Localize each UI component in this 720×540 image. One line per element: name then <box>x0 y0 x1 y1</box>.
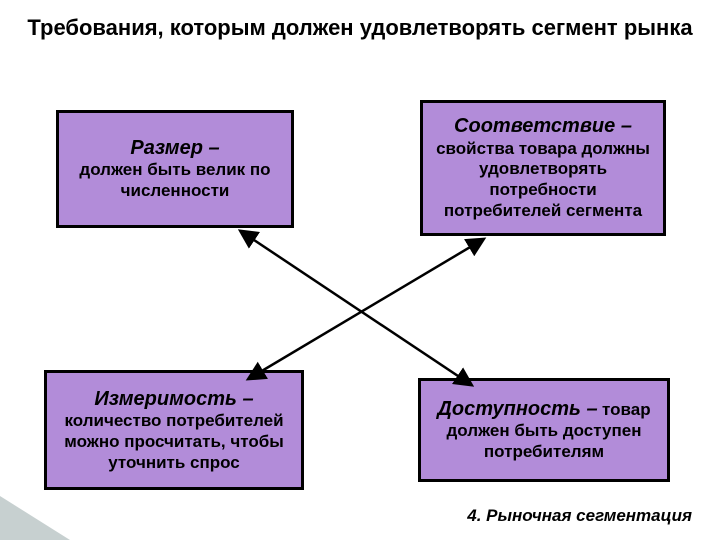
box-access: Доступность – товар должен быть доступен… <box>418 378 670 482</box>
box-access-heading: Доступность – <box>437 398 597 420</box>
box-measurability-heading: Измеримость – <box>94 387 253 411</box>
box-size: Размер – должен быть велик по численност… <box>56 110 294 228</box>
box-fit: Соответствие – свойства товара должны уд… <box>420 100 666 236</box>
box-fit-text: Соответствие – свойства товара должны уд… <box>431 114 655 221</box>
arrow-fit-measurability <box>250 240 482 378</box>
arrow-size-access <box>242 232 470 384</box>
box-size-heading: Размер – <box>130 136 219 160</box>
slide-footer: 4. Рыночная сегментация <box>467 506 692 526</box>
box-fit-body: свойства товара должны удовлетворять пот… <box>436 139 650 220</box>
box-access-text: Доступность – товар должен быть доступен… <box>429 397 659 463</box>
box-size-body: должен быть велик по численности <box>67 160 283 201</box>
box-measurability-body: количество потребителей можно просчитать… <box>55 411 293 473</box>
box-measurability: Измеримость – количество потребителей мо… <box>44 370 304 490</box>
slide-corner-accent <box>0 496 70 540</box>
slide-title: Требования, которым должен удовлетворять… <box>0 14 720 42</box>
box-fit-heading: Соответствие – <box>454 115 632 137</box>
